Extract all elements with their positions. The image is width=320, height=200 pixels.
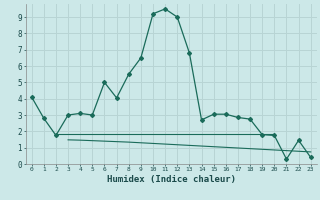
X-axis label: Humidex (Indice chaleur): Humidex (Indice chaleur) [107,175,236,184]
